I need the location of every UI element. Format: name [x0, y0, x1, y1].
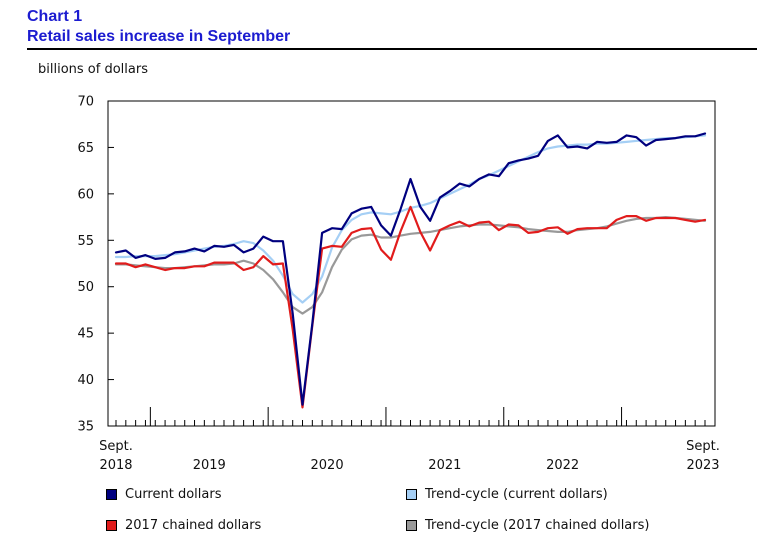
y-axis: 35 40 45 50 55 60 65 70	[77, 95, 114, 435]
y-tick-label: 40	[77, 373, 94, 388]
legend-label-trend-current: Trend-cycle (current dollars)	[425, 487, 608, 502]
y-tick-label: 65	[77, 141, 94, 156]
x-tick-label: 2019	[193, 458, 226, 473]
legend-label-trend-chained: Trend-cycle (2017 chained dollars)	[425, 518, 650, 533]
legend-label-chained-dollars: 2017 chained dollars	[125, 518, 262, 533]
legend-label-current-dollars: Current dollars	[125, 487, 222, 502]
y-tick-label: 45	[77, 327, 94, 342]
y-tick-label: 70	[77, 95, 94, 110]
legend-item-trend-chained: Trend-cycle (2017 chained dollars)	[406, 518, 649, 533]
x-tick-label: Sept.	[99, 439, 133, 454]
legend-item-trend-current: Trend-cycle (current dollars)	[406, 487, 608, 502]
x-axis: Sept. 2018 Sept. 2023 2019 2020 2021 2022	[99, 407, 720, 473]
y-tick-label: 55	[77, 234, 94, 249]
x-tick-label: 2022	[546, 458, 579, 473]
chart-title: Retail sales increase in September	[27, 28, 291, 45]
y-tick-label: 50	[77, 280, 94, 295]
legend-swatch-chained-dollars	[106, 520, 117, 531]
series-line-2017-chained-dollars	[114, 205, 707, 409]
y-tick-label: 35	[77, 420, 94, 435]
legend-swatch-trend-chained	[406, 520, 417, 531]
y-axis-unit-label: billions of dollars	[38, 62, 148, 77]
x-tick-label: Sept.	[686, 439, 720, 454]
series-group	[114, 132, 707, 409]
y-tick-label: 60	[77, 187, 94, 202]
x-tick-label: 2018	[99, 458, 132, 473]
plot-frame	[107, 100, 716, 427]
legend-swatch-current-dollars	[106, 489, 117, 500]
x-tick-label: 2023	[686, 458, 719, 473]
chart-number: Chart 1	[27, 8, 83, 25]
heading-rule	[27, 48, 757, 50]
series-line-trend-cycle-2017-chained-dollars	[114, 216, 707, 315]
chart-heading: Chart 1 Retail sales increase in Septemb…	[27, 7, 290, 47]
x-tick-label: 2021	[428, 458, 461, 473]
legend-item-current-dollars: Current dollars	[106, 487, 221, 502]
line-chart: 35 40 45 50 55 60 65 70 Sept. 2018 Sept. 2023 2019 2…	[77, 95, 720, 474]
x-tick-label: 2020	[311, 458, 344, 473]
legend-swatch-trend-current	[406, 489, 417, 500]
legend-item-chained-dollars: 2017 chained dollars	[106, 518, 261, 533]
series-line-current-dollars	[114, 132, 707, 406]
